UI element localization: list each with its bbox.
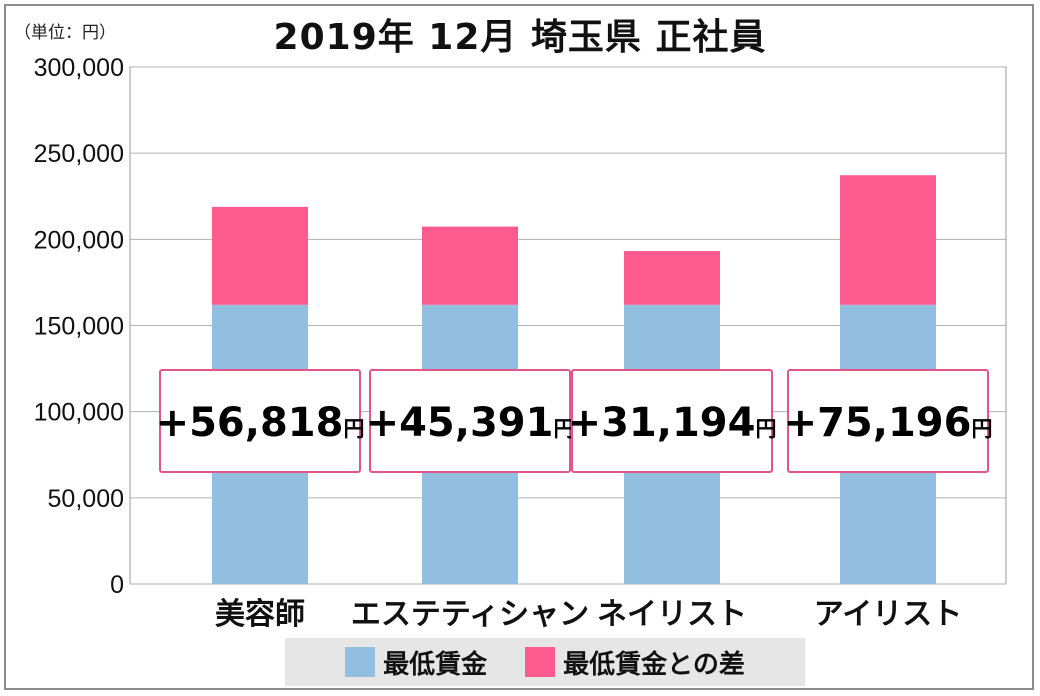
data-label-box xyxy=(159,369,361,473)
bar-difference xyxy=(624,251,720,305)
legend-label-min-wage: 最低賃金 xyxy=(383,649,488,680)
y-tick-label: 200,000 xyxy=(34,226,124,254)
y-tick-label: 0 xyxy=(110,571,124,599)
legend-swatch-difference xyxy=(525,647,556,677)
x-tick-label: アイリスト xyxy=(814,597,963,632)
legend-swatch-min-wage xyxy=(345,647,376,677)
bar-difference xyxy=(840,175,936,305)
x-tick-label: 美容師 xyxy=(215,597,305,632)
bar-difference xyxy=(422,226,518,305)
bar-chart: 0 50,000 100,000 150,000 200,000 250,000 300,0… xyxy=(34,54,1007,632)
x-tick-label: ネイリスト xyxy=(597,597,747,632)
x-tick-label: エステティシャン xyxy=(351,597,589,632)
unit-label: （単位：円） xyxy=(14,23,116,43)
data-label: +56,818円 xyxy=(156,400,365,446)
y-tick-label: 300,000 xyxy=(34,54,124,82)
data-label-box xyxy=(787,369,989,473)
data-label-box xyxy=(369,369,571,473)
data-label-box xyxy=(571,369,773,473)
legend: 最低賃金 最低賃金との差 xyxy=(285,638,805,686)
legend-item-min-wage: 最低賃金 xyxy=(345,644,487,681)
y-tick-label: 150,000 xyxy=(34,313,124,341)
y-tick-label: 100,000 xyxy=(34,399,124,427)
chart-title: 2019年 12月 埼玉県 正社員 xyxy=(273,17,767,58)
y-tick-label: 250,000 xyxy=(34,140,124,168)
bar-difference xyxy=(212,206,308,305)
data-label: +75,196円 xyxy=(784,400,993,446)
data-label: +31,194円 xyxy=(568,400,777,446)
legend-label-difference: 最低賃金との差 xyxy=(563,649,745,680)
y-tick-label: 50,000 xyxy=(48,485,124,513)
legend-item-difference: 最低賃金との差 xyxy=(525,644,745,681)
data-label: +45,391円 xyxy=(366,400,575,446)
